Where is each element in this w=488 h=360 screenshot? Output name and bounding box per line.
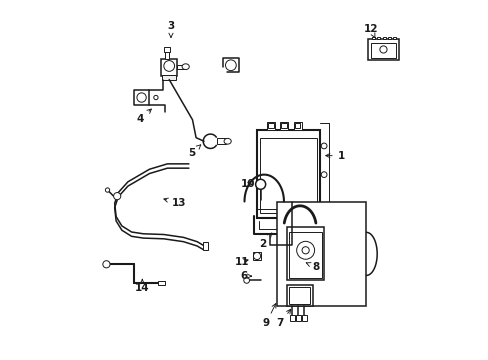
Text: 14: 14 [135, 279, 149, 293]
Bar [288, 232, 322, 278]
Text: 12: 12 [363, 24, 377, 37]
Text: 11: 11 [234, 257, 249, 267]
Bar [371, 37, 374, 39]
Text: 3: 3 [167, 21, 174, 37]
Bar [158, 281, 164, 285]
Bar [296, 315, 300, 320]
Bar [286, 285, 312, 306]
Circle shape [296, 241, 314, 259]
Ellipse shape [224, 138, 231, 144]
Text: 13: 13 [163, 198, 186, 208]
Bar [202, 242, 207, 249]
Text: 2: 2 [258, 233, 271, 249]
Circle shape [253, 252, 260, 260]
Text: 9: 9 [262, 303, 275, 328]
Circle shape [302, 247, 308, 254]
Bar [266, 122, 274, 130]
Bar [376, 37, 380, 39]
Text: 8: 8 [305, 262, 319, 272]
Bar [382, 37, 385, 39]
Bar [288, 287, 310, 304]
Bar [162, 75, 176, 80]
Circle shape [225, 60, 236, 71]
Bar [217, 138, 225, 144]
Bar [294, 123, 300, 129]
Circle shape [244, 278, 249, 283]
Bar [281, 123, 286, 129]
Bar [161, 59, 177, 76]
Bar [277, 202, 366, 306]
Circle shape [321, 143, 326, 149]
Circle shape [105, 188, 109, 192]
Bar [289, 315, 294, 320]
Text: 10: 10 [241, 179, 255, 189]
Bar [260, 138, 316, 213]
Bar [257, 130, 319, 218]
Bar [370, 43, 395, 58]
Circle shape [379, 46, 386, 53]
Circle shape [153, 95, 158, 100]
Bar [367, 39, 398, 60]
Text: 1: 1 [325, 150, 344, 161]
Bar [286, 227, 324, 280]
Bar [177, 64, 183, 69]
Text: 6: 6 [241, 271, 251, 281]
Bar [293, 122, 301, 130]
Ellipse shape [182, 64, 189, 69]
Bar [280, 122, 287, 130]
Circle shape [102, 261, 110, 268]
Bar [392, 37, 395, 39]
Circle shape [137, 93, 146, 102]
Bar [164, 51, 169, 59]
Bar [163, 47, 170, 51]
Circle shape [321, 172, 326, 177]
Bar [302, 315, 306, 320]
Circle shape [255, 179, 265, 189]
Bar [267, 123, 273, 129]
Bar [387, 37, 390, 39]
Circle shape [113, 193, 121, 200]
Bar [252, 252, 261, 260]
Text: 5: 5 [188, 145, 201, 158]
Text: 4: 4 [137, 109, 151, 124]
Circle shape [163, 60, 174, 71]
Text: 7: 7 [276, 309, 290, 328]
